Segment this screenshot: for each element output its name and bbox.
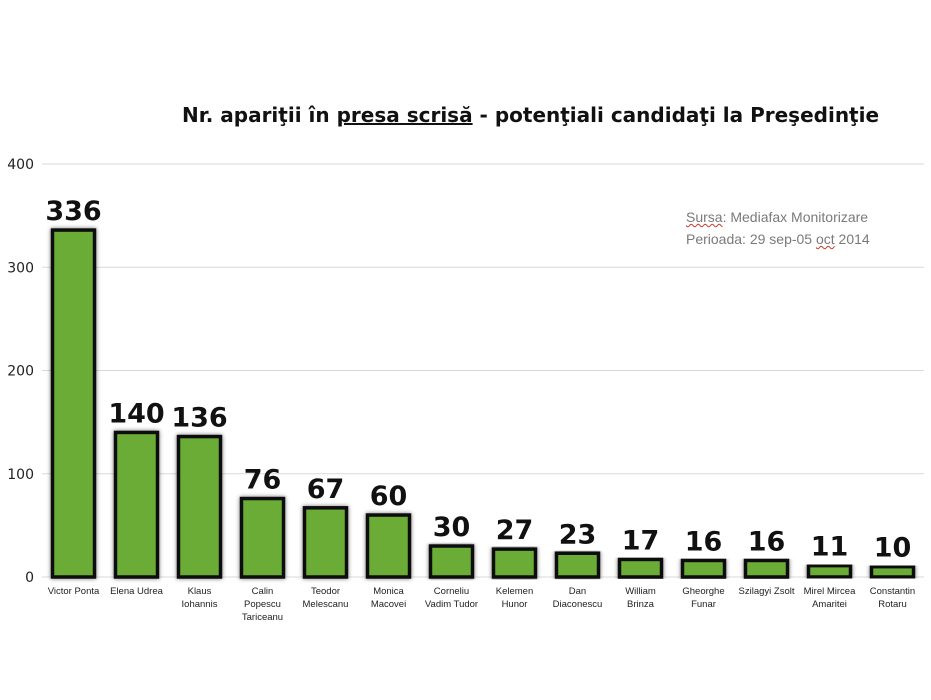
x-tick-label: Iohannis bbox=[182, 599, 218, 610]
data-label: 140 bbox=[108, 398, 164, 429]
bar bbox=[743, 558, 790, 579]
data-label: 30 bbox=[433, 512, 471, 543]
x-tick-label: William bbox=[625, 586, 656, 597]
bar bbox=[302, 506, 349, 579]
y-tick-label: 300 bbox=[7, 260, 34, 276]
chart-title-prefix: Nr. apariţii în bbox=[181, 103, 337, 127]
x-tick-label: Hunor bbox=[502, 599, 528, 610]
x-tick-label: Gheorghe bbox=[682, 586, 724, 597]
source-text: : Mediafax Monitorizare bbox=[722, 209, 869, 225]
bar bbox=[176, 434, 223, 579]
x-tick-label: Popescu bbox=[244, 599, 281, 610]
x-tick-label: Constantin bbox=[870, 586, 915, 597]
source-line: Sursa: Mediafax Monitorizare bbox=[686, 206, 926, 228]
bar bbox=[428, 544, 475, 579]
bar bbox=[365, 513, 412, 579]
period-line: Perioada: 29 sep-05 oct 2014 bbox=[686, 228, 926, 250]
x-tick-label: Mirel Mircea bbox=[804, 586, 856, 597]
bar bbox=[680, 558, 727, 579]
data-label: 67 bbox=[307, 474, 345, 505]
period-prefix: Perioada: 29 sep-05 bbox=[686, 231, 816, 247]
chart-title: Nr. apariţii în presa scrisă - potenţial… bbox=[0, 103, 931, 127]
data-label: 136 bbox=[171, 403, 227, 434]
y-tick-label: 100 bbox=[7, 467, 34, 483]
x-tick-label: Klaus bbox=[188, 586, 212, 597]
chart-title-suffix: - potenţiali candidaţi la Preşedinţie bbox=[472, 103, 880, 127]
x-tick-label: Vadim Tudor bbox=[425, 599, 478, 610]
bar bbox=[239, 496, 286, 579]
x-tick-label: Teodor bbox=[311, 586, 340, 597]
y-tick-label: 400 bbox=[7, 157, 34, 173]
data-label: 23 bbox=[559, 519, 597, 550]
chart-title-underlined: presa scrisă bbox=[336, 103, 473, 127]
data-label: 27 bbox=[496, 515, 534, 546]
bar bbox=[554, 551, 601, 579]
bar bbox=[50, 228, 97, 579]
x-tick-label: Funar bbox=[691, 599, 716, 610]
x-tick-label: Melescanu bbox=[303, 599, 349, 610]
bar bbox=[617, 557, 664, 579]
bar bbox=[806, 563, 853, 579]
data-label: 16 bbox=[748, 526, 786, 557]
x-tick-label: Brinza bbox=[627, 599, 655, 610]
x-tick-label: Monica bbox=[373, 586, 404, 597]
data-label: 16 bbox=[685, 526, 723, 557]
data-label: 10 bbox=[874, 533, 912, 564]
x-tick-label: Rotaru bbox=[878, 599, 907, 610]
source-note: Sursa: Mediafax Monitorizare Perioada: 2… bbox=[686, 206, 926, 250]
bar bbox=[869, 564, 916, 579]
x-tick-label: Amaritei bbox=[812, 599, 847, 610]
y-tick-label: 0 bbox=[25, 570, 34, 586]
x-tick-label: Diaconescu bbox=[553, 599, 603, 610]
x-tick-label: Victor Ponta bbox=[48, 586, 100, 597]
y-tick-label: 200 bbox=[7, 364, 34, 380]
x-tick-label: Elena Udrea bbox=[110, 586, 164, 597]
x-tick-label: Calin bbox=[252, 586, 274, 597]
bar bbox=[113, 430, 160, 579]
x-tick-label: Tariceanu bbox=[242, 612, 283, 623]
data-label: 60 bbox=[370, 481, 408, 512]
x-tick-label: Macovei bbox=[371, 599, 406, 610]
x-tick-label: Kelemen bbox=[496, 586, 534, 597]
x-tick-label: Dan bbox=[569, 586, 586, 597]
x-tick-label: Corneliu bbox=[434, 586, 469, 597]
source-label: Sursa bbox=[686, 209, 723, 225]
data-label: 336 bbox=[45, 196, 101, 227]
data-label: 76 bbox=[244, 465, 282, 496]
period-underlined: oct bbox=[815, 231, 835, 247]
period-suffix: 2014 bbox=[834, 231, 870, 247]
x-tick-label: Szilagyi Zsolt bbox=[739, 586, 795, 597]
bar bbox=[491, 547, 538, 579]
data-label: 17 bbox=[622, 525, 660, 556]
data-label: 11 bbox=[811, 532, 849, 563]
